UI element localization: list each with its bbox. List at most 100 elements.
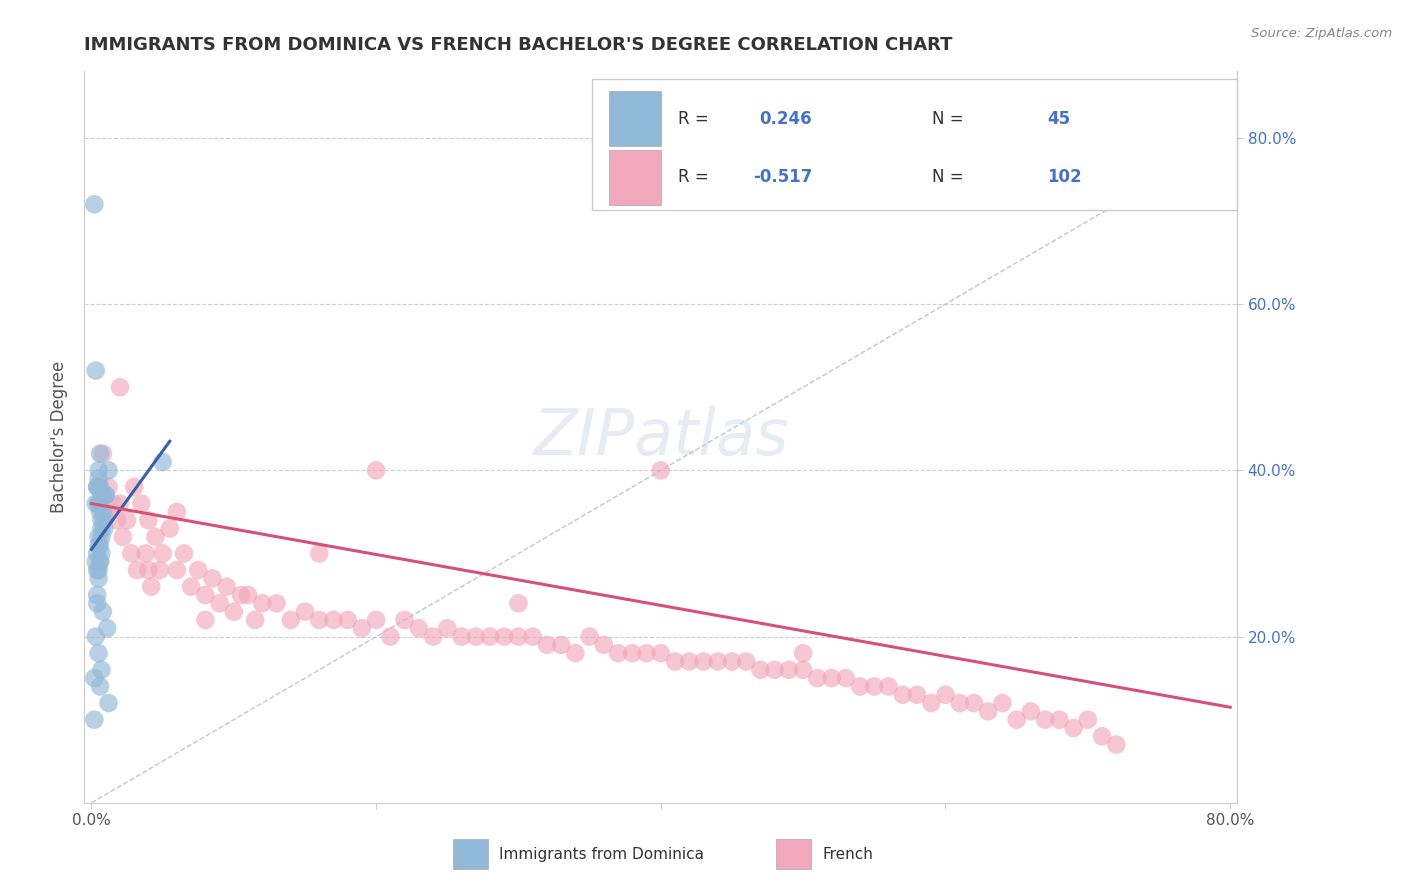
Point bbox=[89, 680, 111, 694]
Point bbox=[90, 530, 112, 544]
Point bbox=[86, 480, 108, 494]
Point bbox=[84, 363, 107, 377]
Point bbox=[366, 463, 388, 477]
Point bbox=[90, 521, 112, 535]
Text: 102: 102 bbox=[1047, 169, 1081, 186]
Point bbox=[479, 630, 502, 644]
Point bbox=[229, 588, 252, 602]
Point bbox=[90, 546, 112, 560]
Point bbox=[877, 680, 900, 694]
Point bbox=[1005, 713, 1028, 727]
Point bbox=[129, 497, 152, 511]
Point bbox=[366, 613, 388, 627]
Text: R =: R = bbox=[678, 169, 714, 186]
Point bbox=[105, 513, 128, 527]
Point bbox=[90, 513, 112, 527]
FancyBboxPatch shape bbox=[776, 839, 811, 869]
Point bbox=[89, 447, 111, 461]
Point bbox=[536, 638, 558, 652]
Point bbox=[87, 497, 110, 511]
Point bbox=[115, 513, 138, 527]
Point bbox=[89, 505, 111, 519]
Point bbox=[508, 596, 530, 610]
Point bbox=[792, 663, 814, 677]
Point bbox=[578, 630, 600, 644]
Text: R =: R = bbox=[678, 110, 714, 128]
Y-axis label: Bachelor's Degree: Bachelor's Degree bbox=[51, 361, 69, 513]
Point bbox=[166, 563, 188, 577]
Point bbox=[863, 680, 886, 694]
Point bbox=[564, 646, 586, 660]
Text: French: French bbox=[823, 847, 873, 862]
Point bbox=[120, 546, 142, 560]
Point bbox=[494, 630, 516, 644]
Point bbox=[84, 555, 107, 569]
Point bbox=[138, 513, 160, 527]
Point bbox=[194, 588, 217, 602]
Point bbox=[93, 513, 115, 527]
Point bbox=[607, 646, 630, 660]
Point bbox=[194, 613, 217, 627]
Point bbox=[89, 555, 111, 569]
Point bbox=[308, 546, 330, 560]
Point bbox=[87, 538, 110, 552]
Point bbox=[394, 613, 416, 627]
Point bbox=[108, 497, 131, 511]
Text: N =: N = bbox=[932, 110, 969, 128]
Point bbox=[208, 596, 231, 610]
Point bbox=[664, 655, 686, 669]
Text: 45: 45 bbox=[1047, 110, 1070, 128]
Point bbox=[145, 530, 167, 544]
Point bbox=[593, 638, 616, 652]
Point bbox=[792, 646, 814, 660]
Point bbox=[93, 521, 115, 535]
Point bbox=[152, 546, 174, 560]
Point bbox=[252, 596, 274, 610]
Point bbox=[721, 655, 744, 669]
Point bbox=[920, 696, 942, 710]
Point bbox=[650, 646, 672, 660]
Point bbox=[706, 655, 728, 669]
Point bbox=[422, 630, 444, 644]
Point bbox=[94, 488, 117, 502]
Point bbox=[87, 497, 110, 511]
Point bbox=[1091, 729, 1114, 743]
Point bbox=[408, 621, 430, 635]
Point bbox=[977, 705, 1000, 719]
Point bbox=[97, 696, 120, 710]
Point bbox=[89, 480, 111, 494]
Point bbox=[835, 671, 858, 685]
Point bbox=[86, 546, 108, 560]
FancyBboxPatch shape bbox=[609, 150, 661, 205]
FancyBboxPatch shape bbox=[592, 78, 1237, 211]
Point bbox=[87, 530, 110, 544]
Point bbox=[735, 655, 758, 669]
Point bbox=[83, 197, 105, 211]
Point bbox=[749, 663, 772, 677]
Point bbox=[91, 447, 114, 461]
Point bbox=[94, 505, 117, 519]
Point bbox=[90, 663, 112, 677]
Text: ZIPatlas: ZIPatlas bbox=[533, 406, 789, 468]
Point bbox=[122, 480, 145, 494]
Point bbox=[86, 563, 108, 577]
Point bbox=[86, 596, 108, 610]
Text: -0.517: -0.517 bbox=[754, 169, 813, 186]
Point bbox=[522, 630, 544, 644]
Point bbox=[464, 630, 486, 644]
Point bbox=[125, 563, 148, 577]
Point bbox=[991, 696, 1014, 710]
Point bbox=[650, 463, 672, 477]
Point bbox=[336, 613, 359, 627]
Point bbox=[97, 480, 120, 494]
Point bbox=[87, 480, 110, 494]
Point bbox=[111, 530, 134, 544]
Point bbox=[778, 663, 800, 677]
Point bbox=[1077, 713, 1099, 727]
Point bbox=[222, 605, 245, 619]
Point bbox=[86, 480, 108, 494]
Point bbox=[89, 538, 111, 552]
Point bbox=[166, 505, 188, 519]
FancyBboxPatch shape bbox=[609, 92, 661, 146]
Point bbox=[87, 472, 110, 486]
